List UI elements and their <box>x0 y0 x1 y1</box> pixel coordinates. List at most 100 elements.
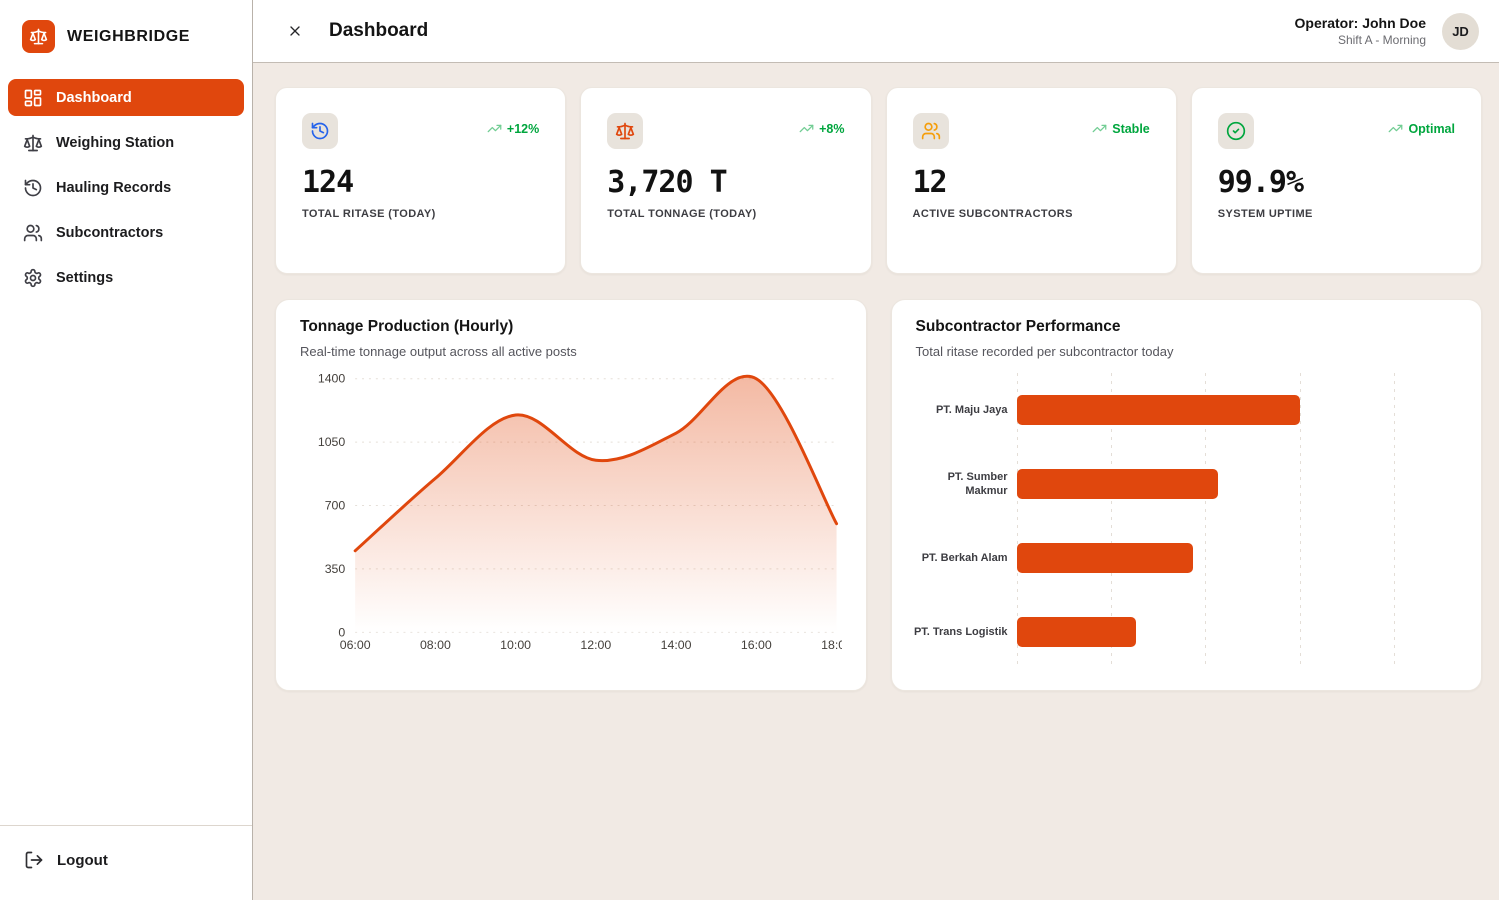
area-fill <box>355 376 836 632</box>
logout-button[interactable]: Logout <box>24 850 228 870</box>
history-icon <box>23 178 43 198</box>
stat-card-active-subcontractors: Stable12ACTIVE SUBCONTRACTORS <box>886 87 1177 274</box>
sidebar-item-weighing-station[interactable]: Weighing Station <box>8 124 244 161</box>
y-axis-tick: 700 <box>325 498 346 512</box>
operator-name: Operator: John Doe <box>1295 15 1426 31</box>
logo-row: WEIGHBRIDGE <box>0 0 252 69</box>
brand-name: WEIGHBRIDGE <box>67 28 190 46</box>
bar[interactable] <box>1017 617 1137 647</box>
main-area: Dashboard Operator: John Doe Shift A - M… <box>253 0 1499 900</box>
stat-trend: +8% <box>799 121 844 136</box>
logo <box>22 20 55 53</box>
bar-rows: PT. Maju Jaya PT. Sumber Makmur PT. Berkah… <box>908 373 1458 669</box>
users-icon <box>921 121 941 141</box>
stat-label: SYSTEM UPTIME <box>1218 208 1455 220</box>
sidebar-spacer <box>0 306 252 825</box>
tonnage-chart-card: Tonnage Production (Hourly) Real-time to… <box>275 299 867 691</box>
bar[interactable] <box>1017 543 1193 573</box>
operator-block: Operator: John Doe Shift A - Morning <box>1295 15 1426 47</box>
bar-track <box>1017 395 1458 425</box>
bar[interactable] <box>1017 395 1300 425</box>
avatar[interactable]: JD <box>1442 13 1479 50</box>
bar-track <box>1017 469 1458 499</box>
stats-row: +12% 124 TOTAL RITASE (TODAY) +8% 3,720 T TOT… <box>275 87 1482 274</box>
bar-label: PT. Berkah Alam <box>908 551 1008 565</box>
trend-up-icon <box>1388 121 1403 136</box>
stat-icon-box <box>913 113 949 149</box>
sidebar-item-hauling-records[interactable]: Hauling Records <box>8 169 244 206</box>
bar[interactable] <box>1017 469 1218 499</box>
sidebar-item-dashboard[interactable]: Dashboard <box>8 79 244 116</box>
sidebar-item-settings[interactable]: Settings <box>8 259 244 296</box>
x-axis-tick: 08:00 <box>420 638 451 652</box>
tonnage-line-chart: 03507001050140006:0008:0010:0012:0014:00… <box>292 363 842 669</box>
bar-row-pt-trans-logistik: PT. Trans Logistik <box>908 595 1458 669</box>
topbar: Dashboard Operator: John Doe Shift A - M… <box>253 0 1499 63</box>
sidebar: WEIGHBRIDGE Dashboard Weighing Station Hau… <box>0 0 253 900</box>
page-title: Dashboard <box>329 20 428 42</box>
bar-label: PT. Maju Jaya <box>908 403 1008 417</box>
dashboard-icon <box>23 88 43 108</box>
bar-label: PT. Sumber Makmur <box>908 470 1008 499</box>
stat-card-total-ritase-today: +12% 124 TOTAL RITASE (TODAY) <box>275 87 566 274</box>
x-axis-tick: 18:00 <box>821 638 841 652</box>
trend-up-icon <box>799 121 814 136</box>
sidebar-item-label: Subcontractors <box>56 225 163 241</box>
stat-card-total-tonnage-today: +8% 3,720 T TOTAL TONNAGE (TODAY) <box>580 87 871 274</box>
charts-row: Tonnage Production (Hourly) Real-time to… <box>275 299 1482 691</box>
y-axis-tick: 350 <box>325 562 346 576</box>
stat-value: 3,720 T <box>607 165 844 200</box>
stat-icon-box <box>302 113 338 149</box>
bar-track <box>1017 543 1458 573</box>
chart-subtitle: Total ritase recorded per subcontractor … <box>916 344 1458 359</box>
close-icon <box>287 23 303 39</box>
history-icon <box>310 121 330 141</box>
stat-trend-label: Optimal <box>1408 122 1455 136</box>
stat-card-system-uptime: Optimal99.9%SYSTEM UPTIME <box>1191 87 1482 274</box>
x-axis-tick: 12:00 <box>580 638 611 652</box>
stat-label: TOTAL TONNAGE (TODAY) <box>607 208 844 220</box>
operator-shift: Shift A - Morning <box>1295 33 1426 47</box>
stat-trend: Stable <box>1092 121 1150 136</box>
stat-label: TOTAL RITASE (TODAY) <box>302 208 539 220</box>
x-axis-tick: 14:00 <box>661 638 692 652</box>
subcontractor-bar-chart: PT. Maju Jaya PT. Sumber Makmur PT. Berkah… <box>908 373 1458 669</box>
bar-label: PT. Trans Logistik <box>908 625 1008 639</box>
sidebar-item-subcontractors[interactable]: Subcontractors <box>8 214 244 251</box>
stat-trend: Optimal <box>1388 121 1455 136</box>
stat-trend-label: Stable <box>1112 122 1150 136</box>
sidebar-footer: Logout <box>0 825 252 900</box>
sidebar-item-label: Weighing Station <box>56 135 174 151</box>
chart-title: Tonnage Production (Hourly) <box>300 318 842 336</box>
stat-card-top: Optimal <box>1218 113 1455 149</box>
trend-up-icon <box>1092 121 1107 136</box>
content: +12% 124 TOTAL RITASE (TODAY) +8% 3,720 T TOT… <box>253 63 1499 900</box>
sidebar-nav: Dashboard Weighing Station Hauling Records… <box>0 69 252 306</box>
stat-trend-label: +12% <box>507 122 539 136</box>
stat-icon-box <box>1218 113 1254 149</box>
users-icon <box>23 223 43 243</box>
scale-icon <box>615 121 635 141</box>
subcontractor-chart-card: Subcontractor Performance Total ritase r… <box>891 299 1483 691</box>
stat-value: 12 <box>913 165 1150 200</box>
bar-row-pt-berkah-alam: PT. Berkah Alam <box>908 521 1458 595</box>
bar-track <box>1017 617 1458 647</box>
stat-trend-label: +8% <box>819 122 844 136</box>
gear-icon <box>23 268 43 288</box>
topbar-right: Operator: John Doe Shift A - Morning JD <box>1295 13 1479 50</box>
x-axis-tick: 06:00 <box>340 638 371 652</box>
close-button[interactable] <box>281 17 309 45</box>
trend-up-icon <box>487 121 502 136</box>
check-circle-icon <box>1226 121 1246 141</box>
stat-trend: +12% <box>487 121 539 136</box>
stat-card-top: Stable <box>913 113 1150 149</box>
scale-icon <box>29 27 48 46</box>
y-axis-tick: 1050 <box>318 435 346 449</box>
logout-label: Logout <box>57 852 108 869</box>
x-axis-tick: 16:00 <box>741 638 772 652</box>
sidebar-item-label: Dashboard <box>56 90 132 106</box>
logout-icon <box>24 850 44 870</box>
bar-row-pt-maju-jaya: PT. Maju Jaya <box>908 373 1458 447</box>
app-window: WEIGHBRIDGE Dashboard Weighing Station Hau… <box>0 0 1499 900</box>
stat-value: 124 <box>302 165 539 200</box>
